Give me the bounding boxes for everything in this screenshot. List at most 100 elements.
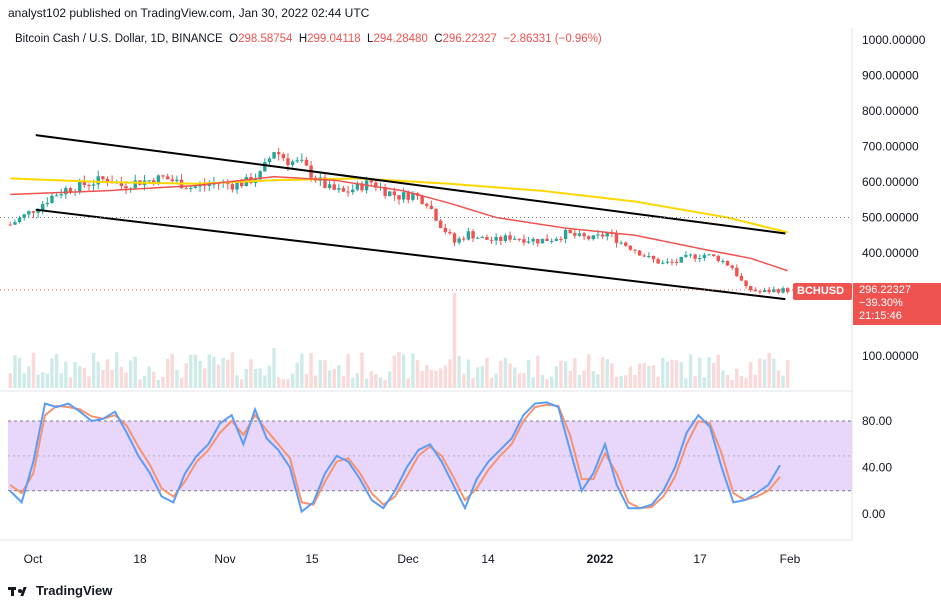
volume-bar xyxy=(161,376,165,388)
volume-bar xyxy=(165,358,170,388)
volume-bar xyxy=(619,375,623,388)
volume-bar xyxy=(230,352,235,388)
time-tick-label: 14 xyxy=(481,552,495,566)
candle-body xyxy=(554,238,559,241)
volume-bar xyxy=(587,354,591,388)
volume-bar xyxy=(105,359,110,388)
tradingview-footer[interactable]: TradingView xyxy=(8,583,112,598)
volume-bar xyxy=(753,374,758,388)
candle-body xyxy=(568,229,572,234)
candle-body xyxy=(674,261,679,263)
volume-bar xyxy=(115,352,119,388)
high-label: H xyxy=(298,33,308,45)
volume-bar xyxy=(425,365,429,388)
candle-body xyxy=(290,161,295,166)
volume-bar xyxy=(397,352,401,388)
price-badge: BCHUSD xyxy=(793,283,852,300)
candle-body xyxy=(87,185,91,187)
volume-bar xyxy=(341,376,346,388)
candle-body xyxy=(642,255,646,257)
volume-bar xyxy=(499,360,503,388)
candle-body xyxy=(767,289,771,293)
volume-bar xyxy=(360,352,364,388)
candle-body xyxy=(540,238,545,244)
volume-bar xyxy=(101,369,105,388)
volume-bar xyxy=(563,361,568,388)
candle-body xyxy=(438,220,443,228)
price-tick-label: 600.00000 xyxy=(862,175,919,189)
volume-bar xyxy=(290,373,295,388)
candle-body xyxy=(457,238,461,243)
candle-body xyxy=(36,210,40,213)
candle-body xyxy=(175,179,179,182)
volume-bar xyxy=(642,363,646,388)
candle-body xyxy=(239,182,244,187)
candle-body xyxy=(480,237,485,239)
volume-bar xyxy=(485,357,489,388)
candle-body xyxy=(8,224,13,226)
volume-bar xyxy=(318,360,323,388)
candle-body xyxy=(434,208,438,221)
candle-body xyxy=(647,255,651,257)
candle-body xyxy=(369,180,373,183)
candle-body xyxy=(156,175,161,185)
volume-bar xyxy=(388,371,392,388)
volume-bar xyxy=(434,370,438,388)
channel-upper-line xyxy=(35,134,786,235)
volume-bar xyxy=(300,353,304,388)
volume-bar xyxy=(184,363,188,388)
volume-bar xyxy=(170,353,174,388)
volume-bar xyxy=(475,367,480,388)
time-tick-label: 15 xyxy=(305,552,319,566)
volume-bar xyxy=(17,358,22,388)
time-tick-label: 2022 xyxy=(587,552,614,566)
volume-bar xyxy=(568,370,572,388)
candle-body xyxy=(628,245,633,250)
volume-bar xyxy=(420,370,424,388)
volume-bars xyxy=(8,293,790,388)
volume-bar xyxy=(591,371,596,388)
candle-body xyxy=(702,254,707,259)
candle-body xyxy=(207,184,211,186)
ema-slow-line xyxy=(10,177,788,234)
volume-bar xyxy=(13,355,17,388)
volume-bar xyxy=(549,376,554,388)
candle-body xyxy=(762,289,767,292)
volume-bar xyxy=(272,348,276,388)
volume-bar xyxy=(545,379,549,388)
volume-bar xyxy=(332,369,336,388)
price-tick-label: 700.00000 xyxy=(862,140,919,154)
candle-body xyxy=(776,289,781,293)
ema-fast-line xyxy=(10,175,788,272)
volume-bar xyxy=(364,378,369,388)
time-tick-label: Oct xyxy=(24,552,43,566)
volume-bar xyxy=(624,375,628,388)
volume-bar xyxy=(31,352,36,388)
volume-bar xyxy=(378,377,383,388)
time-tick-label: Nov xyxy=(214,552,235,566)
candle-body xyxy=(725,260,730,266)
candle-body xyxy=(327,184,332,188)
candle-body xyxy=(96,176,100,185)
candle-body xyxy=(739,275,744,281)
volume-bar xyxy=(698,357,702,388)
volume-bar xyxy=(596,374,600,388)
candle-body xyxy=(78,180,82,192)
candle-body xyxy=(512,238,517,240)
stoch-tick-label: 80.00 xyxy=(862,414,892,428)
candle-body xyxy=(429,205,434,209)
volume-bar xyxy=(707,357,711,388)
candle-body xyxy=(124,186,128,189)
volume-bar xyxy=(216,364,221,388)
time-tick-label: Dec xyxy=(397,552,418,566)
price-tick-label: 500.00000 xyxy=(862,211,919,225)
volume-bar xyxy=(772,358,776,388)
volume-bar xyxy=(415,360,420,388)
candle-body xyxy=(82,180,87,186)
candle-body xyxy=(272,152,276,159)
volume-bar xyxy=(276,377,281,388)
candle-body xyxy=(165,176,170,180)
candle-body xyxy=(489,239,494,241)
candle-body xyxy=(281,154,286,159)
